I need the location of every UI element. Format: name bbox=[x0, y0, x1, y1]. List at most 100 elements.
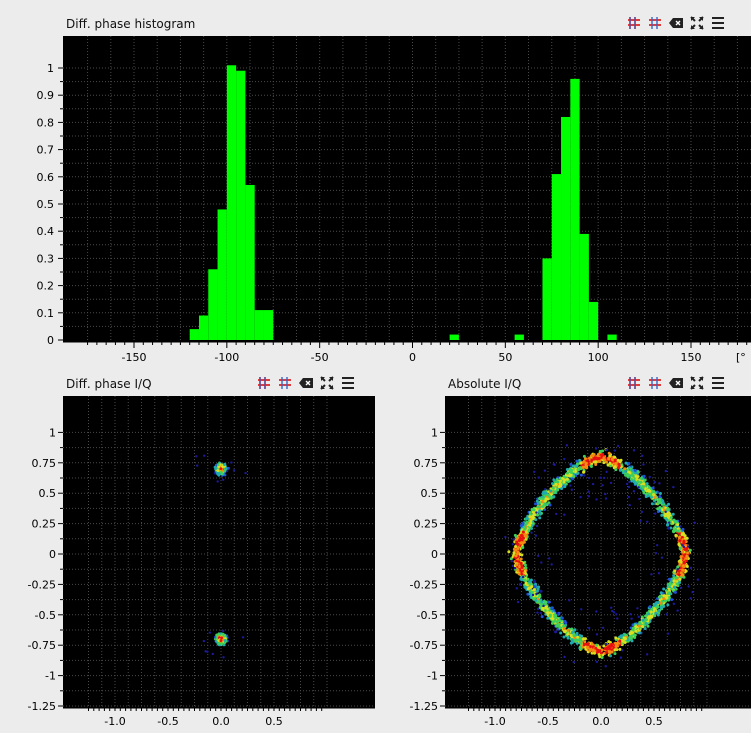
y-tick-label: -0.75 bbox=[410, 639, 438, 652]
grid-blue-icon[interactable] bbox=[647, 375, 663, 391]
x-tick-label: 0 bbox=[409, 351, 416, 364]
y-tick-label: 1 bbox=[47, 62, 54, 75]
grid bbox=[63, 396, 375, 708]
y-axis: 1 0.75 0.5 0.25 0 -0.25 -0.5 -0.75 -1 -1.25 bbox=[410, 426, 445, 713]
histogram-bar bbox=[514, 334, 524, 340]
menu-icon[interactable] bbox=[710, 375, 726, 391]
x-tick-label: 0.5 bbox=[265, 715, 283, 728]
y-tick-label: -0.5 bbox=[417, 609, 438, 622]
menu-icon[interactable] bbox=[710, 15, 726, 31]
histogram-bar bbox=[561, 116, 571, 341]
x-axis-unit: [° bbox=[736, 351, 746, 364]
diff-iq-panel: Diff. phase I/Q -1.0 -0.5 0.0 0.5 1 0.75 0.5 0.… bbox=[0, 372, 380, 733]
abs-iq-toolbar bbox=[626, 375, 726, 391]
x-tick-label: -100 bbox=[214, 351, 239, 364]
x-tick-label: 0.0 bbox=[212, 715, 230, 728]
x-axis: -1.0 -0.5 0.0 0.5 bbox=[63, 707, 375, 728]
x-tick-label: -50 bbox=[311, 351, 329, 364]
expand-icon[interactable] bbox=[689, 375, 705, 391]
y-axis: 0 0.1 0.2 0.3 0.4 0.5 0.6 0.7 0.8 0.9 1 bbox=[37, 62, 63, 347]
y-tick-label: -0.5 bbox=[35, 609, 56, 622]
grid-blue-icon[interactable] bbox=[647, 15, 663, 31]
backspace-icon[interactable] bbox=[668, 15, 684, 31]
y-tick-label: 0.4 bbox=[37, 225, 55, 238]
panel-title: Diff. phase I/Q bbox=[66, 377, 152, 391]
histogram-bar bbox=[198, 315, 209, 340]
histogram-bar bbox=[245, 184, 255, 340]
grid bbox=[63, 36, 751, 342]
y-tick-label: 0.5 bbox=[39, 487, 57, 500]
panel-title: Diff. phase histogram bbox=[66, 17, 196, 31]
grid-blue-icon[interactable] bbox=[277, 375, 293, 391]
y-tick-label: 0 bbox=[431, 548, 438, 561]
y-tick-label: 0.8 bbox=[37, 116, 55, 129]
x-tick-label: 0.5 bbox=[645, 715, 663, 728]
histogram-titlebar: Diff. phase histogram bbox=[0, 12, 751, 36]
histogram-panel: Diff. phase histogram -150 -100 -50 0 50 100 1… bbox=[0, 12, 751, 367]
diff-iq-chart[interactable]: -1.0 -0.5 0.0 0.5 1 0.75 0.5 0.25 0 -0.25 -0.5 -0.7… bbox=[0, 396, 380, 733]
y-tick-label: 0.3 bbox=[37, 252, 55, 265]
x-tick-label: 150 bbox=[681, 351, 702, 364]
diff-iq-toolbar bbox=[256, 375, 356, 391]
histogram-bar bbox=[226, 65, 237, 340]
grid-red-icon[interactable] bbox=[626, 15, 642, 31]
x-tick-label: -1.0 bbox=[104, 715, 125, 728]
histogram-bar bbox=[579, 233, 589, 340]
histogram-bar bbox=[189, 329, 199, 340]
plot-area bbox=[63, 36, 751, 342]
backspace-icon[interactable] bbox=[668, 375, 684, 391]
histogram-bar bbox=[607, 334, 617, 340]
x-tick-label: 100 bbox=[588, 351, 609, 364]
histogram-bar bbox=[588, 301, 599, 340]
abs-iq-chart[interactable]: -1.0 -0.5 0.0 0.5 1 0.75 0.5 0.25 0 -0.25 -0.5 -0.7… bbox=[382, 396, 751, 733]
histogram-bar bbox=[217, 209, 227, 340]
backspace-icon[interactable] bbox=[298, 375, 314, 391]
grid bbox=[445, 396, 751, 708]
iq-points bbox=[195, 454, 247, 659]
histogram-bar bbox=[551, 174, 562, 340]
y-tick-label: 0.2 bbox=[37, 280, 55, 293]
histogram-bar bbox=[570, 78, 580, 340]
grid-red-icon[interactable] bbox=[256, 375, 272, 391]
x-tick-label: 50 bbox=[498, 351, 512, 364]
y-tick-label: 0.75 bbox=[414, 457, 439, 470]
y-tick-label: -1.25 bbox=[28, 700, 56, 713]
diff-iq-titlebar: Diff. phase I/Q bbox=[0, 372, 380, 396]
y-axis: 1 0.75 0.5 0.25 0 -0.25 -0.5 -0.75 -1 -1.25 bbox=[28, 426, 63, 713]
y-tick-label: -1.25 bbox=[410, 700, 438, 713]
y-tick-label: 0.75 bbox=[32, 457, 57, 470]
y-tick-label: 0.25 bbox=[414, 518, 439, 531]
y-tick-label: 0 bbox=[49, 548, 56, 561]
y-tick-label: 0.5 bbox=[421, 487, 439, 500]
expand-icon[interactable] bbox=[319, 375, 335, 391]
plot-area bbox=[63, 396, 375, 708]
x-tick-label: 0.0 bbox=[592, 715, 610, 728]
x-axis: -150 -100 -50 0 50 100 150 [° bbox=[63, 341, 751, 364]
y-tick-label: 0.25 bbox=[32, 518, 57, 531]
histogram-bar bbox=[254, 310, 264, 340]
panel-title: Absolute I/Q bbox=[448, 377, 522, 391]
y-tick-label: 0.5 bbox=[37, 198, 55, 211]
histogram-bar bbox=[208, 269, 218, 340]
x-axis: -1.0 -0.5 0.0 0.5 bbox=[445, 707, 751, 728]
y-tick-label: 1 bbox=[49, 426, 56, 439]
y-tick-label: -1 bbox=[427, 670, 438, 683]
menu-icon[interactable] bbox=[340, 375, 356, 391]
y-tick-label: 0.6 bbox=[37, 171, 55, 184]
plot-area bbox=[445, 396, 751, 708]
histogram-chart[interactable]: -150 -100 -50 0 50 100 150 [° 0 0.1 0.2 0.3 0.4 0.5 0.… bbox=[0, 36, 751, 367]
histogram-bar bbox=[542, 258, 552, 340]
y-tick-label: 0 bbox=[47, 334, 54, 347]
y-tick-label: 0.1 bbox=[37, 307, 55, 320]
y-tick-label: -0.25 bbox=[410, 578, 438, 591]
abs-iq-panel: Absolute I/Q -1.0 -0.5 0.0 0.5 1 0.75 0.5 0.25 0… bbox=[382, 372, 751, 733]
x-tick-label: -1.0 bbox=[484, 715, 505, 728]
y-tick-label: 1 bbox=[431, 426, 438, 439]
x-tick-label: -150 bbox=[122, 351, 147, 364]
histogram-bar bbox=[449, 334, 459, 340]
histogram-bar bbox=[263, 310, 274, 340]
grid-red-icon[interactable] bbox=[626, 375, 642, 391]
expand-icon[interactable] bbox=[689, 15, 705, 31]
abs-iq-titlebar: Absolute I/Q bbox=[382, 372, 751, 396]
iq-points bbox=[504, 444, 700, 668]
